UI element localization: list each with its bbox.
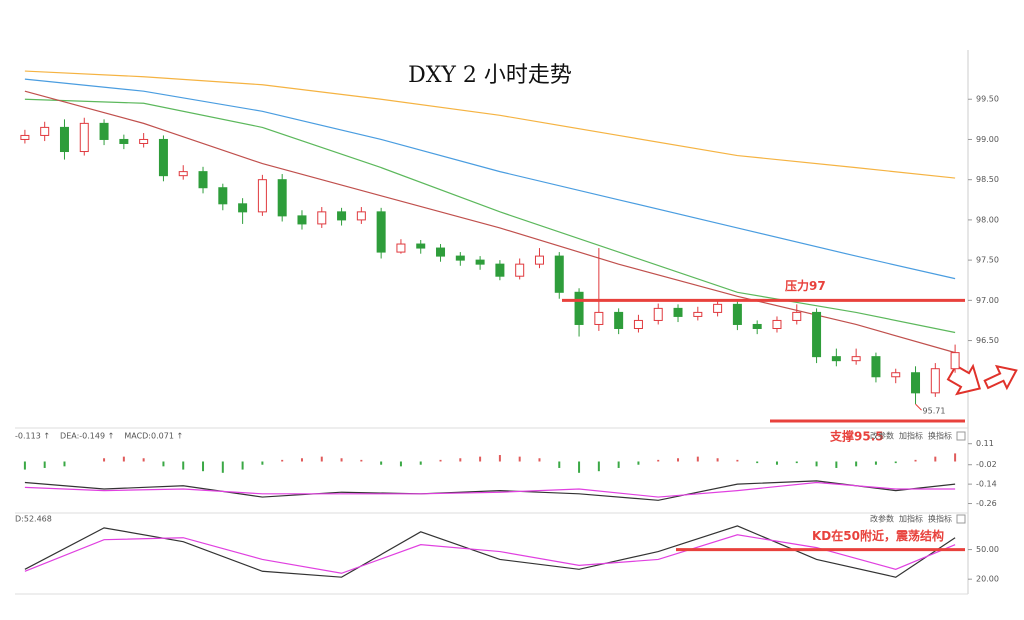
candle-body — [396, 243, 406, 253]
candle-body — [554, 255, 564, 293]
y-tick-label: 98.50 — [976, 175, 999, 184]
indicator-line — [24, 480, 956, 501]
candle-body — [218, 187, 228, 205]
candle-body — [158, 138, 168, 177]
close-button — [956, 431, 966, 441]
annotation-label: KD在50附近，震荡结构 — [812, 528, 944, 543]
indicator-header: -0.113 ↑ — [15, 432, 50, 441]
y-tick-label: 50.00 — [976, 545, 999, 554]
candle-body — [792, 311, 802, 321]
annotation-label: 压力97 — [785, 278, 826, 293]
candle-body — [950, 352, 960, 370]
y-tick-label: 0.11 — [976, 439, 994, 448]
indicator-header: DEA:-0.149 ↑ — [60, 432, 114, 441]
y-tick-label: 97.50 — [976, 256, 999, 265]
candle-body — [257, 179, 267, 213]
y-tick-label: 97.00 — [976, 296, 999, 305]
candle-body — [455, 255, 465, 261]
candle-body — [238, 203, 248, 213]
candle-body — [119, 138, 129, 144]
annotation-label: 支撑95.5 — [829, 429, 884, 444]
candle-body — [891, 372, 901, 378]
candle-body — [376, 211, 386, 253]
candle-body — [831, 356, 841, 362]
candle-body — [772, 319, 782, 329]
candle-body — [475, 259, 485, 265]
candle-body — [356, 211, 366, 221]
candle-body — [40, 126, 50, 136]
candle-body — [633, 319, 643, 329]
indicator-button: 加指标 — [899, 431, 923, 441]
y-tick-label: -0.26 — [976, 499, 997, 508]
y-tick-label: 98.00 — [976, 215, 999, 224]
candle-body — [178, 171, 188, 177]
candle-body — [297, 215, 307, 225]
indicator-button: 换指标 — [928, 514, 952, 524]
candle-body — [871, 356, 881, 378]
candle-body — [673, 307, 683, 317]
candle-body — [337, 211, 347, 221]
y-tick-label: 99.00 — [976, 135, 999, 144]
indicator-line — [24, 78, 956, 280]
candle-body — [99, 122, 109, 140]
y-tick-label: 20.00 — [976, 575, 999, 584]
candle-body — [911, 372, 921, 394]
indicator-header: MACD:0.071 ↑ — [124, 432, 183, 441]
arrow-icon — [983, 364, 1018, 391]
candle-body — [594, 311, 604, 325]
candle-body — [79, 122, 89, 153]
candle-body — [812, 311, 822, 358]
indicator-header: D:52.468 — [15, 515, 52, 524]
indicator-line — [24, 534, 956, 574]
y-tick-label: -0.14 — [976, 480, 997, 489]
candle-body — [752, 323, 762, 329]
indicator-button: 改参数 — [870, 514, 894, 524]
candle-body — [515, 263, 525, 277]
low-marker — [915, 403, 922, 411]
candle-body — [416, 243, 426, 249]
arrow-icon — [946, 363, 981, 396]
candle-body — [277, 179, 287, 217]
candle-body — [653, 307, 663, 321]
candle-body — [614, 311, 624, 329]
candle-body — [198, 171, 208, 189]
indicator-line — [24, 525, 956, 578]
candle-body — [713, 303, 723, 313]
indicator-button: 换指标 — [928, 431, 952, 441]
candle-body — [693, 311, 703, 317]
close-button — [956, 514, 966, 524]
candle-body — [574, 291, 584, 325]
chart-title: DXY 2 小时走势 — [408, 63, 572, 88]
indicator-line — [24, 481, 956, 498]
indicator-line — [24, 98, 956, 334]
candle-body — [20, 134, 30, 140]
indicator-button: 改参数 — [870, 431, 894, 441]
candle-body — [59, 126, 69, 153]
low-label: 95.71 — [923, 407, 946, 416]
y-tick-label: 96.50 — [976, 336, 999, 345]
candle-body — [930, 368, 940, 394]
candle-body — [495, 263, 505, 277]
candle-body — [317, 211, 327, 225]
candle-body — [534, 255, 544, 265]
indicator-line — [24, 70, 956, 179]
candle-body — [436, 247, 446, 257]
indicator-button: 加指标 — [899, 514, 923, 524]
y-tick-label: 99.50 — [976, 95, 999, 104]
candle-body — [851, 356, 861, 362]
candle-body — [732, 303, 742, 325]
y-tick-label: -0.02 — [976, 460, 997, 469]
candle-body — [139, 138, 149, 144]
